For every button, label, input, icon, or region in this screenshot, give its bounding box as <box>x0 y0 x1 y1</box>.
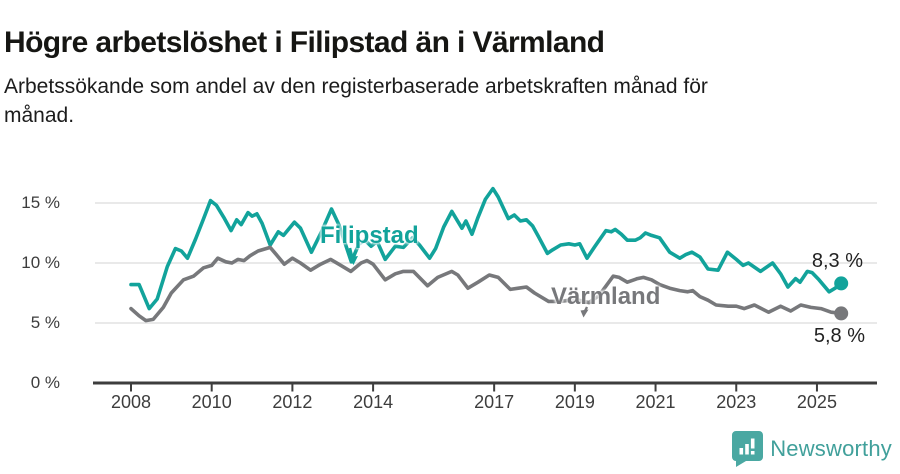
x-tick-label: 2017 <box>474 392 515 412</box>
axis-layer <box>93 381 877 392</box>
annotation-arrows <box>348 247 589 318</box>
subtitle-line-1: Arbetssökande som andel av den registerb… <box>4 75 708 98</box>
series-end-dot-värmland <box>834 306 849 321</box>
chart-title: Högre arbetslöshet i Filipstad än i Värm… <box>4 26 605 60</box>
filipstad-arrowhead <box>348 256 358 265</box>
y-tick-label: 10 % <box>21 253 60 272</box>
bar-chart-speech-bubble-icon <box>732 431 764 467</box>
y-tick-label: 15 % <box>21 193 60 212</box>
y-tick-label: 0 % <box>30 373 60 392</box>
series-line-värmland <box>129 245 843 323</box>
y-tick-label: 5 % <box>30 313 60 332</box>
varmland-arrowhead <box>580 309 589 318</box>
end-value-varmland: 5,8 % <box>813 325 865 347</box>
newsworthy-wordmark: Newsworthy <box>770 436 892 461</box>
series-layer <box>129 186 849 323</box>
series-label-varmland: Värmland <box>551 283 661 310</box>
series-end-dot-filipstad <box>834 276 849 291</box>
x-tick-label: 2025 <box>796 392 837 412</box>
chart-subtitle: Arbetssökande som andel av den registerb… <box>4 72 864 130</box>
x-tick-label: 2021 <box>635 392 676 412</box>
x-tick-label: 2023 <box>716 392 757 412</box>
end-value-filipstad: 8,3 % <box>811 250 863 272</box>
subtitle-line-2: månad. <box>4 104 75 127</box>
x-tick-label: 2014 <box>353 392 394 412</box>
x-tick-label: 2008 <box>110 392 152 412</box>
newsworthy-logo: Newsworthy <box>732 431 892 467</box>
x-tick-label: 2010 <box>191 392 232 412</box>
series-line-filipstad <box>129 186 843 311</box>
x-tick-label: 2019 <box>554 392 595 412</box>
x-tick-label: 2012 <box>272 392 313 412</box>
series-label-filipstad: Filipstad <box>320 222 419 249</box>
